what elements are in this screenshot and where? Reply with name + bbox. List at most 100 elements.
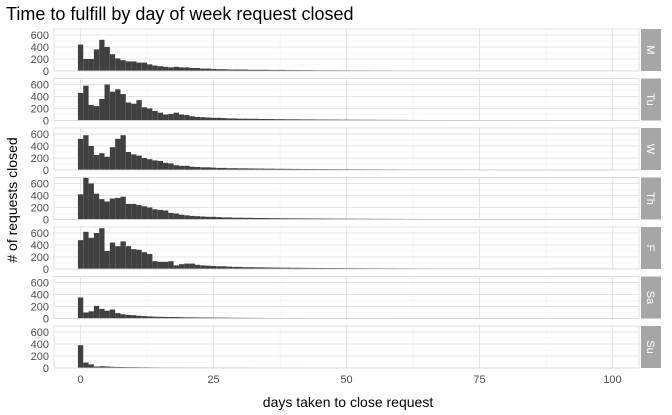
histogram-bar xyxy=(178,114,185,121)
histogram-bar xyxy=(194,264,201,269)
panel-border xyxy=(53,78,640,121)
facet-label: Su xyxy=(644,340,656,353)
histogram-bar xyxy=(131,154,137,170)
histogram-bar xyxy=(136,249,142,269)
y-tick-label: 600 xyxy=(31,228,49,240)
histogram-bar xyxy=(83,59,89,71)
histogram-bar xyxy=(109,54,116,71)
histogram-bar xyxy=(99,98,105,121)
histogram-bar xyxy=(205,216,211,220)
histogram-bar xyxy=(173,265,179,269)
histogram-bar xyxy=(226,118,233,121)
y-tick-label: 600 xyxy=(31,327,49,339)
histogram-bar xyxy=(77,345,84,368)
y-tick-label: 600 xyxy=(31,129,49,141)
histogram-bar xyxy=(178,165,185,170)
histogram-bar xyxy=(205,117,211,121)
histogram-bar xyxy=(280,168,286,170)
histogram-bar xyxy=(311,119,318,121)
histogram-bar xyxy=(131,315,137,319)
histogram-bar xyxy=(306,70,312,71)
histogram-bar xyxy=(194,68,201,71)
histogram-bar xyxy=(258,218,265,220)
histogram-bar xyxy=(322,119,328,121)
histogram-bar xyxy=(237,118,243,121)
histogram-bar xyxy=(109,242,116,269)
histogram-bar xyxy=(322,218,328,220)
y-tick-label: 200 xyxy=(31,153,49,165)
panel-border xyxy=(53,28,640,72)
facet-strip xyxy=(641,276,661,319)
histogram-bar xyxy=(221,317,227,319)
histogram-bar xyxy=(131,61,137,71)
histogram-bar xyxy=(237,217,243,220)
histogram-bar xyxy=(157,316,164,319)
histogram-bar xyxy=(189,116,195,121)
histogram-bar xyxy=(327,169,334,170)
histogram-bar xyxy=(317,218,323,220)
histogram-bar xyxy=(141,107,148,121)
histogram-bar xyxy=(147,207,153,220)
histogram-bar xyxy=(242,118,249,121)
histogram-bar xyxy=(301,168,307,170)
histogram-bar xyxy=(280,69,286,71)
panel-border xyxy=(53,276,640,319)
histogram-bar xyxy=(295,168,302,170)
histogram-bar xyxy=(210,266,217,269)
histogram-bar xyxy=(152,209,158,220)
histogram-bar xyxy=(205,68,211,71)
histogram-bar xyxy=(311,218,318,220)
y-tick-label: 0 xyxy=(43,116,49,128)
y-tick-label: 600 xyxy=(31,30,49,42)
histogram-bar xyxy=(205,265,211,269)
histogram-bar xyxy=(264,267,270,269)
histogram-bar xyxy=(264,218,270,220)
histogram-bar xyxy=(216,117,222,121)
histogram-bar xyxy=(168,113,174,121)
histogram-bar xyxy=(338,268,344,269)
histogram-bar xyxy=(216,317,222,319)
histogram-bar xyxy=(242,69,249,71)
histogram-bar xyxy=(338,119,344,121)
histogram-bar xyxy=(152,110,158,121)
y-tick-label: 0 xyxy=(43,363,49,375)
x-tick-label: 50 xyxy=(340,374,352,386)
x-tick-label: 75 xyxy=(473,374,485,386)
histogram-bar xyxy=(301,218,307,220)
histogram-bar xyxy=(83,362,89,368)
histogram-bar xyxy=(269,168,275,170)
histogram-bar xyxy=(221,118,227,121)
histogram-bar xyxy=(184,215,190,220)
histogram-bar xyxy=(173,112,179,121)
histogram-bar xyxy=(125,246,132,269)
histogram-bar xyxy=(104,251,110,269)
histogram-bar xyxy=(131,367,137,368)
histogram-bar xyxy=(77,297,84,319)
histogram-bar xyxy=(306,119,312,121)
histogram-bar xyxy=(301,119,307,121)
facet-label: Sa xyxy=(644,291,656,305)
histogram-bar xyxy=(333,218,339,220)
histogram-bar xyxy=(141,158,148,170)
histogram-bar xyxy=(301,267,307,269)
histogram-bar xyxy=(226,217,233,220)
histogram-bar xyxy=(88,59,94,71)
histogram-bar xyxy=(253,217,259,220)
histogram-bar xyxy=(115,58,121,71)
histogram-bar xyxy=(237,69,243,71)
histogram-bar xyxy=(327,218,334,220)
histogram-bar xyxy=(147,316,153,319)
histogram-bar xyxy=(226,69,233,71)
facet-panels: 0200400600M0200400600Tu0200400600W020040… xyxy=(31,28,661,375)
histogram-bar xyxy=(264,119,270,121)
histogram-bar xyxy=(290,267,296,269)
histogram-bar xyxy=(152,261,158,269)
y-tick-label: 400 xyxy=(31,339,49,351)
y-tick-label: 200 xyxy=(31,104,49,116)
histogram-bar xyxy=(327,268,334,269)
facet-strip xyxy=(641,227,661,269)
facet-strip xyxy=(641,78,661,121)
histogram-bar xyxy=(232,168,238,170)
